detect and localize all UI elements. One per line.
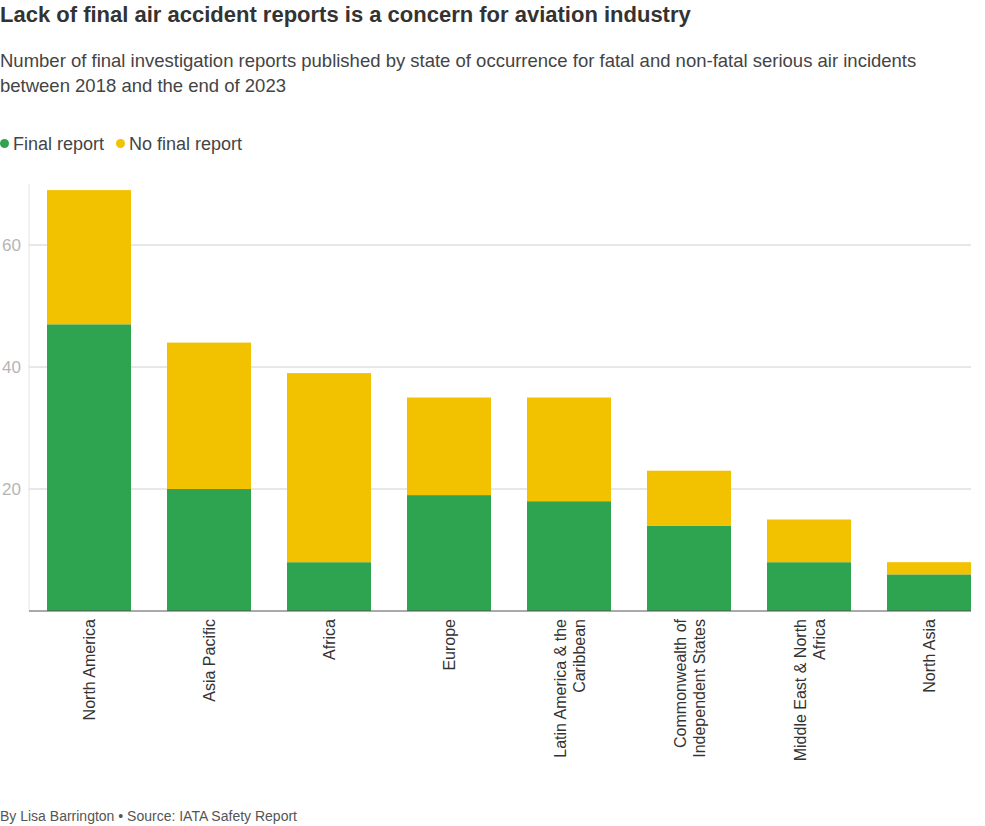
- category-label: Asia Pacific: [201, 619, 218, 702]
- tick-label: 60: [2, 236, 21, 255]
- grid-line: [29, 245, 971, 246]
- bar-segment: [287, 562, 371, 611]
- bar-segment: [287, 373, 371, 562]
- bar-segment: [647, 526, 731, 611]
- legend: Final report No final report: [0, 134, 254, 155]
- legend-item: Final report: [0, 134, 104, 155]
- bar-segment: [47, 190, 131, 324]
- category-label: North America: [81, 619, 98, 720]
- bar-segment: [47, 324, 131, 611]
- category-label: North Asia: [921, 619, 938, 693]
- legend-swatch: [0, 139, 9, 148]
- y-axis-line: [29, 184, 30, 611]
- tick-label: 20: [2, 480, 21, 499]
- chart: 20 40 60 North America Asia Pacific Africa Eur…: [0, 0, 985, 826]
- legend-label: Final report: [13, 134, 104, 154]
- bar-segment: [527, 501, 611, 611]
- bar-segment: [527, 398, 611, 502]
- category-label: Africa: [321, 619, 338, 660]
- bar-segment: [887, 574, 971, 611]
- bar-segment: [167, 343, 251, 489]
- category-label: Commonwealth ofIndependent States: [672, 618, 708, 757]
- bars: [47, 190, 971, 611]
- source: By Lisa Barrington • Source: IATA Safety…: [0, 808, 297, 824]
- bar-segment: [887, 562, 971, 574]
- bar-segment: [767, 562, 851, 611]
- baseline: [29, 610, 971, 611]
- legend-item: No final report: [116, 134, 242, 155]
- title: Lack of final air accident reports is a …: [0, 2, 691, 28]
- tick-label: 40: [2, 358, 21, 377]
- bar-segment: [647, 471, 731, 526]
- legend-swatch: [116, 139, 125, 148]
- category-label: Middle East & NorthAfrica: [792, 619, 828, 761]
- category-label: Latin America & theCaribbean: [552, 619, 588, 758]
- bar-segment: [407, 495, 491, 611]
- bar-segment: [167, 489, 251, 611]
- legend-label: No final report: [129, 134, 242, 154]
- grid: [29, 245, 971, 489]
- bar-segment: [767, 520, 851, 563]
- subtitle: Number of final investigation reports pu…: [0, 48, 975, 98]
- bar-segment: [407, 398, 491, 496]
- category-label: Europe: [441, 619, 458, 671]
